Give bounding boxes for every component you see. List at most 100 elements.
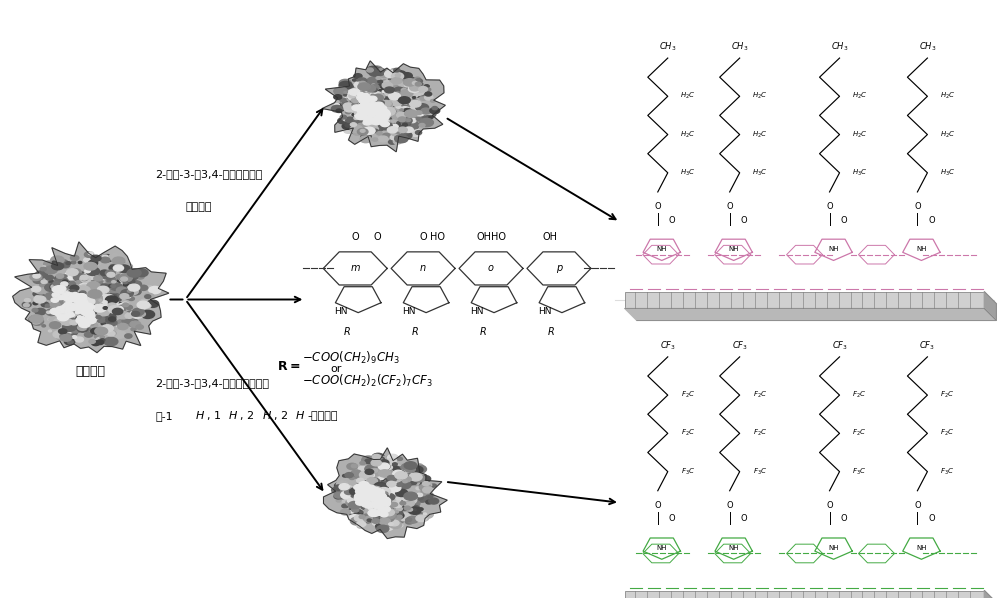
Circle shape [396,492,401,495]
Circle shape [398,524,403,527]
Circle shape [357,94,369,101]
Circle shape [374,103,380,106]
Circle shape [359,104,365,108]
Text: $CF_3$: $CF_3$ [919,340,935,352]
Circle shape [80,276,91,283]
Circle shape [75,316,88,323]
Circle shape [380,102,392,109]
Circle shape [120,276,132,283]
Circle shape [85,297,95,302]
Circle shape [382,498,388,501]
Circle shape [384,493,393,498]
Circle shape [85,304,95,310]
Circle shape [380,106,384,108]
Circle shape [372,105,382,111]
Circle shape [91,297,102,302]
Circle shape [104,283,113,288]
Circle shape [405,519,413,524]
Circle shape [383,100,389,104]
Circle shape [400,474,409,480]
Circle shape [382,80,386,83]
Circle shape [54,311,61,315]
Circle shape [401,494,412,500]
Circle shape [380,74,385,77]
Circle shape [343,505,349,509]
Circle shape [377,485,383,489]
Circle shape [51,285,64,292]
Circle shape [68,341,73,344]
Circle shape [98,273,110,280]
Circle shape [363,494,367,497]
Circle shape [361,134,371,140]
Circle shape [363,500,377,509]
Circle shape [70,301,82,308]
Circle shape [73,274,86,282]
Circle shape [357,524,365,528]
Circle shape [382,109,386,112]
Circle shape [388,97,398,103]
Circle shape [386,488,398,495]
Circle shape [64,305,70,308]
Circle shape [365,493,379,501]
Circle shape [379,476,384,480]
Circle shape [387,495,394,500]
Circle shape [89,298,93,301]
Circle shape [371,109,376,112]
Circle shape [71,261,76,264]
Circle shape [419,123,425,127]
Circle shape [365,117,373,122]
Circle shape [86,297,95,302]
Circle shape [396,78,401,81]
Circle shape [365,465,379,473]
Circle shape [415,131,422,134]
Circle shape [355,114,362,118]
Circle shape [416,513,429,521]
Circle shape [84,310,94,317]
Circle shape [76,277,85,282]
Circle shape [368,491,372,493]
Circle shape [394,68,400,72]
Circle shape [415,485,420,488]
Circle shape [75,297,84,303]
Circle shape [377,497,385,502]
Circle shape [350,477,354,480]
Circle shape [89,298,98,303]
Circle shape [390,516,396,519]
Circle shape [390,126,399,132]
Circle shape [372,512,376,513]
Circle shape [78,328,83,331]
Circle shape [393,86,399,90]
Circle shape [416,512,423,516]
Circle shape [90,300,98,304]
Circle shape [362,456,375,464]
Circle shape [337,488,350,495]
Circle shape [94,276,102,281]
Circle shape [98,292,104,296]
Circle shape [383,107,390,111]
Text: R: R [548,327,554,337]
Circle shape [375,115,378,117]
Circle shape [371,493,381,498]
Circle shape [112,267,117,269]
Circle shape [55,276,64,281]
Circle shape [93,278,103,284]
Circle shape [98,327,110,334]
Circle shape [344,81,347,83]
Text: 2-氨基-3-（3,4-二羟基苯基）: 2-氨基-3-（3,4-二羟基苯基） [155,169,263,179]
Circle shape [389,103,403,111]
Circle shape [109,317,116,321]
Circle shape [50,308,60,314]
Circle shape [392,483,406,491]
Circle shape [374,102,384,108]
Circle shape [79,320,90,328]
Circle shape [347,498,354,503]
Circle shape [26,298,33,302]
Circle shape [381,482,389,486]
Circle shape [116,319,129,327]
Circle shape [365,102,375,108]
Circle shape [376,104,389,111]
Circle shape [123,303,129,307]
Circle shape [82,303,90,308]
Circle shape [416,104,429,111]
Text: NH: NH [916,246,927,252]
